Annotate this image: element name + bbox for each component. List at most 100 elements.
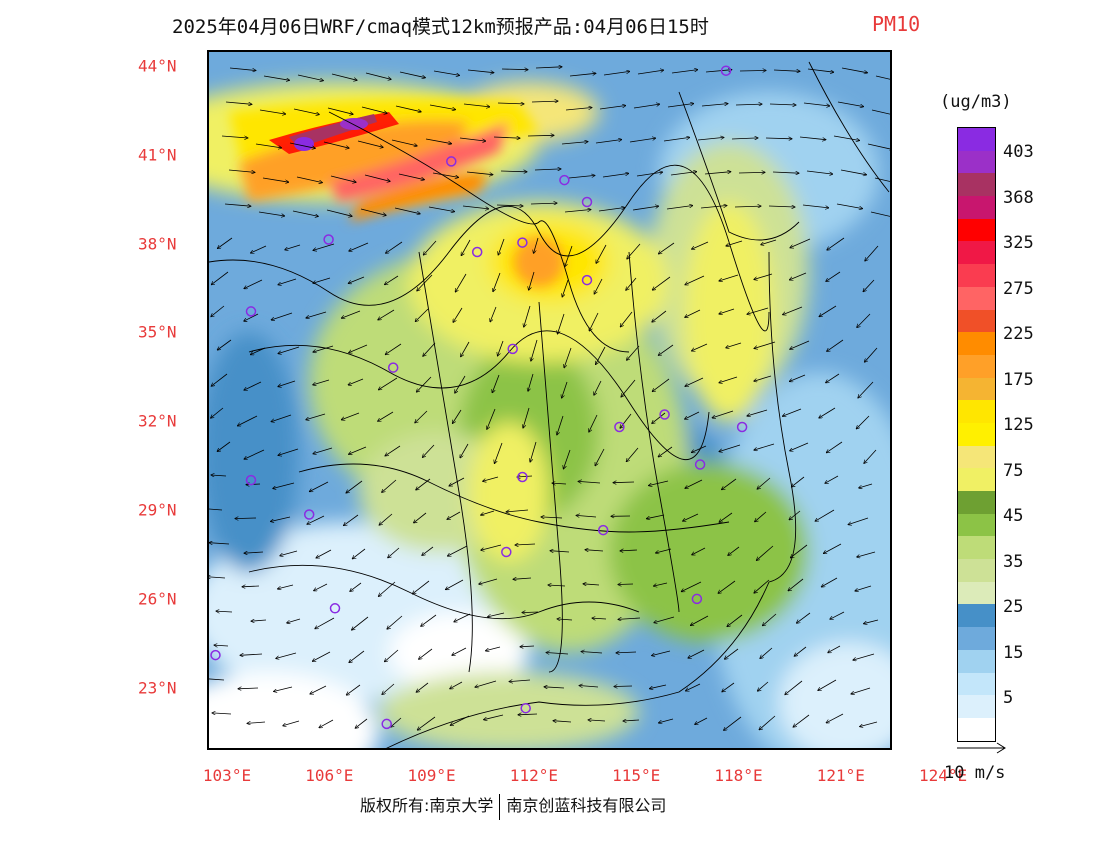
colorbar-swatch: [957, 286, 996, 310]
wind-vector: [462, 205, 489, 209]
wind-vector: [452, 647, 467, 655]
wind-vector: [757, 681, 769, 691]
wind-vector: [589, 414, 598, 432]
colorbar-unit: (ug/m3): [940, 92, 1012, 112]
wind-vector: [827, 339, 844, 351]
city-marker: [329, 603, 341, 614]
wind-vector: [217, 441, 231, 452]
wind-vector: [349, 446, 367, 454]
wind-vector: [738, 172, 765, 173]
wind-vector: [768, 206, 795, 207]
wind-vector: [357, 140, 383, 147]
colorbar-swatch: [957, 604, 996, 628]
city-marker: [659, 409, 670, 420]
wind-vector: [794, 646, 807, 656]
wind-vector: [614, 686, 633, 687]
wind-vector: [585, 550, 604, 551]
colorbar-swatch: [957, 150, 996, 174]
wind-vector: [557, 313, 565, 334]
wind-vector: [385, 275, 399, 285]
city-marker: [691, 593, 703, 605]
wind-vector: [423, 240, 437, 255]
wind-vector: [352, 616, 369, 630]
wind-vector: [627, 243, 641, 259]
copyright-footer: 版权所有:南京大学 南京创蓝科技有限公司: [360, 792, 666, 820]
wind-vector: [595, 448, 605, 466]
wind-vector: [788, 578, 804, 591]
wind-vector: [500, 171, 527, 172]
city-marker: [597, 524, 609, 536]
wind-vector: [544, 687, 565, 688]
wind-vector: [417, 716, 436, 730]
wind-vector: [623, 720, 640, 721]
wind-vector: [244, 552, 264, 553]
copyright-right: 南京创蓝科技有限公司: [506, 796, 667, 815]
wind-vector: [592, 618, 607, 619]
colorbar-swatch: [957, 264, 996, 287]
wind-vector: [463, 103, 490, 107]
wind-vector: [626, 447, 639, 462]
wind-vector: [326, 209, 352, 216]
wind-vector: [712, 410, 734, 418]
wind-vector: [292, 210, 318, 216]
latitude-label: 23°N: [138, 678, 177, 698]
latitude-label: 29°N: [138, 500, 177, 520]
wind-vector: [695, 717, 708, 725]
wind-vector: [726, 342, 742, 348]
wind-vector: [378, 377, 398, 390]
wind-vector: [327, 107, 353, 114]
wind-vector: [217, 237, 233, 249]
colorbar-label: 75: [1003, 460, 1024, 481]
colorbar-swatch: [957, 173, 996, 197]
wind-vector: [700, 206, 727, 209]
wind-vector: [632, 206, 659, 211]
city-marker: [581, 274, 593, 286]
wind-vector: [724, 716, 742, 730]
wind-vector: [271, 312, 293, 320]
wind-vector: [789, 272, 807, 280]
city-marker: [507, 343, 518, 355]
wind-vector: [244, 279, 263, 289]
wind-vector: [857, 551, 876, 557]
wind-vector: [432, 172, 459, 177]
wind-vector: [652, 378, 670, 392]
wind-vector: [818, 679, 837, 691]
wind-vector: [652, 412, 666, 424]
wind-vector: [789, 510, 801, 520]
wind-vector: [564, 210, 591, 213]
wind-vector: [341, 412, 360, 420]
colorbar-swatch: [957, 241, 996, 265]
wind-vector: [581, 652, 603, 654]
wind-vector: [449, 477, 465, 486]
wind-vector: [364, 174, 390, 181]
wind-vector: [271, 516, 291, 522]
city-marker: [387, 362, 399, 373]
wind-vector: [863, 279, 875, 292]
wind-vector: [348, 276, 365, 283]
wind-vector: [360, 208, 386, 215]
wind-vector: [386, 241, 403, 253]
wind-vector: [460, 443, 469, 458]
wind-vector: [870, 211, 890, 217]
wind-vector: [683, 513, 699, 521]
wind-vector: [685, 275, 705, 285]
wind-vector: [735, 104, 762, 105]
wind-vector: [452, 409, 462, 424]
wind-vector: [837, 101, 864, 107]
wind-vector: [819, 305, 837, 317]
wind-vector: [522, 612, 539, 613]
wind-vector: [853, 653, 875, 660]
wind-vector: [314, 583, 328, 591]
wind-vector: [685, 479, 703, 488]
wind-vector: [722, 682, 735, 692]
colorbar-swatch: [957, 491, 996, 514]
wind-vector: [531, 101, 558, 102]
wind-vector: [242, 586, 260, 587]
latitude-label: 26°N: [138, 589, 177, 609]
wind-vector: [378, 411, 394, 421]
wind-vector: [278, 380, 296, 387]
colorbar-swatch: [957, 445, 996, 469]
wind-vector: [565, 245, 573, 267]
wind-vector: [289, 142, 315, 148]
wind-vector: [323, 141, 349, 148]
